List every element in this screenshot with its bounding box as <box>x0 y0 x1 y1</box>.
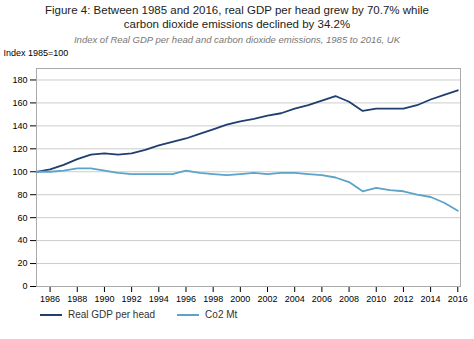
svg-text:Index 1985=100: Index 1985=100 <box>4 48 69 58</box>
svg-text:40: 40 <box>17 235 27 245</box>
svg-text:1994: 1994 <box>149 294 169 304</box>
html-text:Real GDP per head: Real GDP per head <box>68 309 156 320</box>
svg-text:1996: 1996 <box>176 294 196 304</box>
svg-text:20: 20 <box>17 258 27 268</box>
svg-text:180: 180 <box>12 75 27 85</box>
svg-text:1992: 1992 <box>122 294 142 304</box>
svg-text:2010: 2010 <box>366 294 386 304</box>
html-text:Index of Real GDP per head and: Index of Real GDP per head and carbon di… <box>74 34 400 45</box>
svg-text:2002: 2002 <box>258 294 278 304</box>
svg-text:2000: 2000 <box>230 294 250 304</box>
svg-text:160: 160 <box>12 98 27 108</box>
svg-text:2012: 2012 <box>393 294 413 304</box>
svg-text:2004: 2004 <box>285 294 305 304</box>
svg-text:120: 120 <box>12 144 27 154</box>
svg-text:2008: 2008 <box>339 294 359 304</box>
svg-text:100: 100 <box>12 167 27 177</box>
svg-text:80: 80 <box>17 190 27 200</box>
svg-text:1986: 1986 <box>40 294 60 304</box>
svg-text:60: 60 <box>17 213 27 223</box>
svg-text:2006: 2006 <box>312 294 332 304</box>
svg-text:2016: 2016 <box>448 294 468 304</box>
svg-text:1998: 1998 <box>203 294 223 304</box>
svg-text:1988: 1988 <box>67 294 87 304</box>
svg-text:0: 0 <box>22 281 27 291</box>
svg-text:2014: 2014 <box>421 294 441 304</box>
html-text:Figure 4: Between 1985 and 201: Figure 4: Between 1985 and 2016, real GD… <box>45 4 429 16</box>
html-text:carbon dioxide emissions decli: carbon dioxide emissions declined by 34.… <box>123 18 351 30</box>
html-text:Co2 Mt: Co2 Mt <box>205 309 238 320</box>
svg-text:140: 140 <box>12 121 27 131</box>
svg-text:1990: 1990 <box>94 294 114 304</box>
